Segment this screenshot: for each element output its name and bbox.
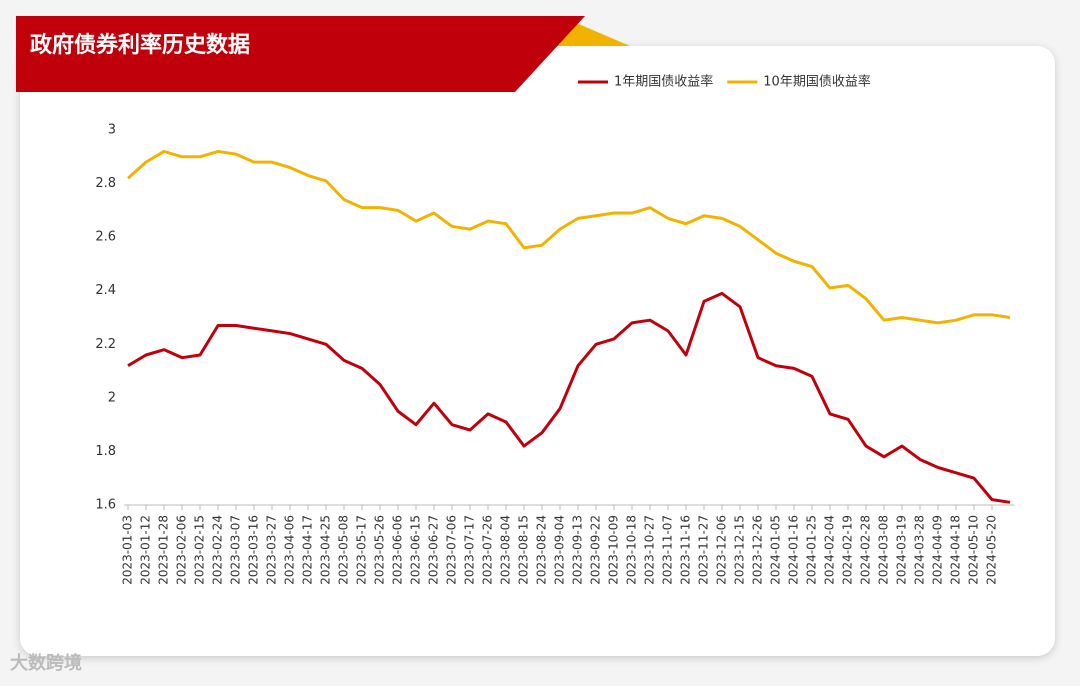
x-tick-label: 2023-10-18 [625, 515, 639, 585]
x-tick-label: 2023-05-08 [337, 515, 351, 585]
x-tick-label: 2023-05-26 [373, 515, 387, 585]
x-tick-label: 2024-01-05 [769, 515, 783, 585]
x-tick-label: 2023-09-13 [571, 515, 585, 585]
y-tick-label: 2.4 [95, 283, 116, 298]
x-tick-label: 2023-09-04 [553, 515, 567, 585]
x-tick-label: 2023-07-06 [445, 515, 459, 585]
x-tick-label: 2024-05-10 [967, 515, 981, 585]
x-tick-label: 2024-03-08 [877, 515, 891, 585]
card [20, 46, 1055, 656]
x-tick-label: 2024-03-28 [913, 515, 927, 585]
banner [16, 16, 585, 92]
x-tick-label: 2024-02-28 [859, 515, 873, 585]
x-tick-label: 2023-08-15 [517, 515, 531, 585]
x-tick-label: 2023-02-24 [211, 515, 225, 585]
x-tick-label: 2023-10-27 [643, 515, 657, 585]
x-tick-label: 2023-02-06 [175, 515, 189, 585]
legend-label: 10年期国债收益率 [763, 74, 871, 90]
x-tick-label: 2023-06-06 [391, 515, 405, 585]
legend-label: 1年期国债收益率 [614, 74, 713, 90]
x-tick-label: 2023-12-15 [733, 515, 747, 585]
x-tick-label: 2023-10-09 [607, 515, 621, 585]
chart-title: 政府债券利率历史数据 [30, 32, 250, 58]
y-tick-label: 2.8 [95, 176, 116, 191]
x-tick-label: 2024-02-04 [823, 515, 837, 585]
x-tick-label: 2023-09-22 [589, 515, 603, 585]
x-tick-label: 2024-02-19 [841, 515, 855, 585]
x-tick-label: 2023-11-27 [697, 515, 711, 585]
x-tick-label: 2024-01-25 [805, 515, 819, 585]
x-tick-label: 2023-11-07 [661, 515, 675, 585]
x-tick-label: 2023-03-07 [229, 515, 243, 585]
watermark: 大数跨境 [10, 652, 82, 674]
y-tick-label: 2 [108, 390, 116, 405]
y-tick-label: 2.2 [95, 337, 116, 352]
x-tick-label: 2023-02-15 [193, 515, 207, 585]
x-tick-label: 2023-04-06 [283, 515, 297, 585]
x-tick-label: 2023-01-28 [157, 515, 171, 585]
x-tick-label: 2023-01-03 [121, 515, 135, 585]
x-tick-label: 2023-03-16 [247, 515, 261, 585]
x-tick-label: 2024-04-18 [949, 515, 963, 585]
x-tick-label: 2023-05-17 [355, 515, 369, 585]
line-series [127, 291, 1011, 504]
x-tick-label: 2023-07-17 [463, 515, 477, 585]
x-tick-label: 2024-01-16 [787, 515, 801, 585]
y-tick-label: 1.6 [95, 498, 116, 513]
x-tick-label: 2023-12-06 [715, 515, 729, 585]
x-tick-label: 2023-01-12 [139, 515, 153, 585]
x-tick-label: 2023-06-15 [409, 515, 423, 585]
x-tick-label: 2024-03-19 [895, 515, 909, 585]
y-tick-label: 2.6 [95, 230, 116, 245]
y-tick-label: 1.8 [95, 444, 116, 459]
x-tick-label: 2023-08-04 [499, 515, 513, 585]
x-tick-label: 2023-12-26 [751, 515, 765, 585]
x-tick-label: 2023-11-16 [679, 515, 693, 585]
x-tick-label: 2024-05-20 [985, 515, 999, 585]
x-tick-label: 2023-04-25 [319, 515, 333, 585]
y-tick-label: 3 [108, 123, 116, 138]
x-tick-label: 2023-03-27 [265, 515, 279, 585]
x-tick-label: 2023-06-27 [427, 515, 441, 585]
x-tick-label: 2024-04-09 [931, 515, 945, 585]
x-tick-label: 2023-04-17 [301, 515, 315, 585]
line-series [127, 149, 1011, 325]
x-tick-label: 2023-07-26 [481, 515, 495, 585]
x-tick-label: 2023-08-24 [535, 515, 549, 585]
